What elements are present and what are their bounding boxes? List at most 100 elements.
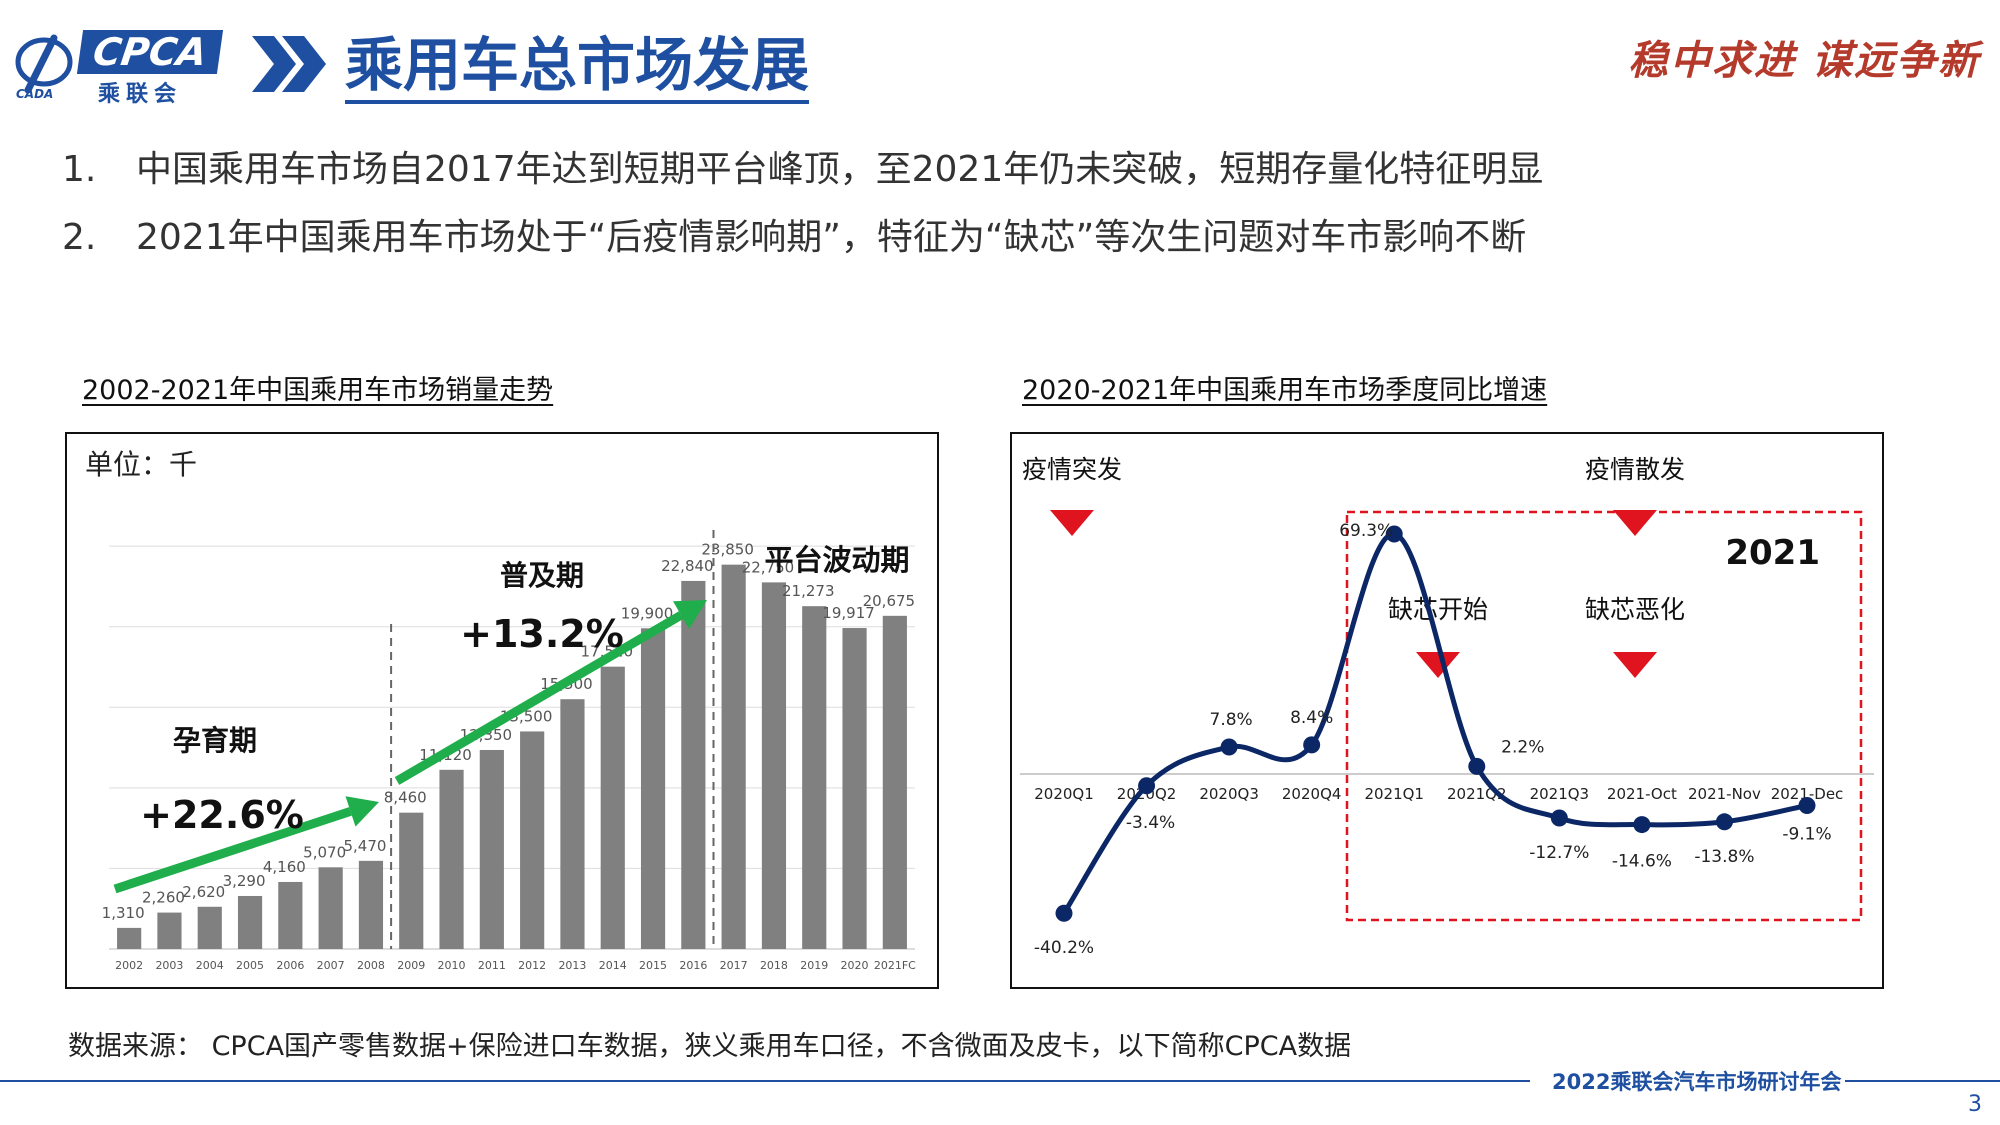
data-label: 22,840: [661, 557, 714, 575]
footer-divider-right: [1845, 1080, 2000, 1082]
x-tick-label: 2021-Oct: [1607, 785, 1677, 803]
x-tick-label: 2002: [115, 959, 143, 972]
bar-2015: [640, 628, 666, 949]
x-tick-label: 2020Q1: [1034, 785, 1094, 803]
data-label: -40.2%: [1034, 938, 1094, 958]
logo-subtitle: 乘联会: [98, 82, 183, 107]
x-tick-label: 2020: [841, 959, 869, 972]
down-triangle-icon: [1050, 510, 1094, 536]
bar-2011: [479, 749, 504, 949]
bullet-number: 2.: [62, 217, 97, 258]
svg-text:CADA: CADA: [16, 87, 53, 100]
bar-2016: [681, 580, 706, 949]
x-tick-label: 2007: [317, 959, 345, 972]
down-triangle-icon: [1416, 652, 1460, 678]
x-tick-label: 2009: [397, 959, 425, 972]
bar-2002: [117, 927, 142, 949]
event-annotation: 缺芯开始: [1388, 595, 1488, 624]
phase-label: 普及期: [500, 559, 584, 592]
event-annotation: 缺芯恶化: [1585, 595, 1685, 624]
x-tick-label: 2021-Nov: [1688, 785, 1761, 803]
data-point: [1633, 816, 1651, 834]
data-label: -13.8%: [1694, 847, 1754, 867]
event-annotation: 疫情散发: [1585, 455, 1685, 484]
data-label: 2,260: [142, 889, 185, 907]
bullet-1: 1. 中国乘用车市场自2017年达到短期平台峰顶，至2021年仍未突破，短期存量化…: [62, 140, 1543, 192]
data-label: 8,460: [384, 789, 427, 807]
bar-chart: 单位：千 1,3102,2602,6203,2904,1605,0705,470…: [85, 448, 916, 972]
footer-divider: [0, 1080, 1530, 1082]
bar-2017: [721, 564, 746, 949]
bullet-number: 1.: [62, 149, 97, 190]
data-label: 4,160: [263, 858, 306, 876]
phase-growth: +22.6%: [140, 793, 304, 837]
data-label: 2,620: [182, 883, 225, 901]
series-line: [1061, 531, 1810, 916]
bar-2021FC: [882, 615, 907, 949]
x-tick-label: 2016: [679, 959, 707, 972]
bar-2005: [237, 895, 263, 949]
data-label: 3,290: [223, 872, 266, 890]
bullet-text: 中国乘用车市场自2017年达到短期平台峰顶，至2021年仍未突破，短期存量化特征…: [136, 149, 1544, 190]
x-tick-label: 2012: [518, 959, 546, 972]
x-tick-label: 2020Q4: [1282, 785, 1342, 803]
data-label: 19,917: [822, 604, 875, 622]
unit-label: 单位：千: [85, 448, 197, 481]
data-label: 19,900: [621, 604, 674, 622]
down-triangle-icon: [1613, 652, 1657, 678]
highlight-box-2021: [1345, 510, 1863, 922]
page-title: 乘用车总市场发展: [345, 30, 810, 104]
data-label: -9.1%: [1782, 825, 1831, 845]
line-chart-title: 2020-2021年中国乘用车市场季度同比增速: [1022, 375, 1548, 406]
x-tick-label: 2015: [639, 959, 667, 972]
data-label: -14.6%: [1612, 852, 1672, 872]
data-label: 22,750: [742, 558, 795, 576]
x-tick-label: 2014: [599, 959, 627, 972]
x-tick-label: 2021Q1: [1364, 785, 1424, 803]
data-point: [1055, 904, 1073, 922]
data-point: [1303, 736, 1321, 754]
bar-chart-panel: 单位：千 1,310 2,260 2,620 3,290 4,160 5,070 5,470…: [65, 432, 939, 989]
data-label: 5,070: [303, 843, 346, 861]
slogan: 稳中求进 谋远争新: [1628, 37, 1980, 84]
data-label: 20,675: [863, 592, 916, 610]
data-label: 7.8%: [1210, 710, 1253, 730]
data-point: [1550, 809, 1568, 827]
x-tick-label: 2021-Dec: [1771, 785, 1844, 803]
data-label: 69.3%: [1339, 521, 1393, 541]
data-label: -12.7%: [1529, 843, 1589, 863]
x-tick-label: 2010: [438, 959, 466, 972]
data-point: [1468, 757, 1486, 775]
x-tick-label: 2006: [276, 959, 304, 972]
x-tick-label: 2020Q3: [1199, 785, 1259, 803]
bar-2014: [600, 666, 625, 949]
phase-growth: +13.2%: [460, 612, 624, 656]
growth-arrow: [113, 807, 352, 894]
x-tick-label: 2013: [558, 959, 586, 972]
line-chart-panel: 2021疫情突发疫情散发缺芯开始缺芯恶化2020Q12020Q22020Q320…: [1010, 432, 1884, 989]
event-annotation: 疫情突发: [1022, 455, 1122, 484]
data-label: 21,273: [782, 582, 835, 600]
data-label: 1,310: [102, 904, 145, 922]
data-label: 8.4%: [1290, 708, 1333, 728]
double-chevron-icon: [250, 34, 330, 94]
line-chart: 2021疫情突发疫情散发缺芯开始缺芯恶化2020Q12020Q22020Q320…: [1020, 455, 1874, 958]
arrow-head-icon: [345, 796, 379, 827]
bar-2018: [761, 582, 787, 949]
bar-2003: [157, 912, 182, 949]
x-tick-label: 2004: [196, 959, 224, 972]
growth-arrow: [394, 611, 684, 785]
data-label: 23,850: [701, 541, 754, 559]
x-tick-label: 2008: [357, 959, 385, 972]
phase-label: 平台波动期: [764, 543, 909, 577]
x-tick-label: 2005: [236, 959, 264, 972]
data-point: [1385, 525, 1403, 543]
data-point: [1220, 738, 1238, 756]
bullet-text: 2021年中国乘用车市场处于“后疫情影响期”，特征为“缺芯”等次生问题对车市影响…: [136, 217, 1527, 258]
bar-2013: [560, 699, 585, 949]
down-triangle-icon: [1613, 510, 1657, 536]
data-label: 5,470: [343, 837, 386, 855]
bar-chart-title: 2002-2021年中国乘用车市场销量走势: [82, 375, 554, 406]
x-tick-label: 2003: [155, 959, 183, 972]
bar-2009: [399, 812, 424, 949]
